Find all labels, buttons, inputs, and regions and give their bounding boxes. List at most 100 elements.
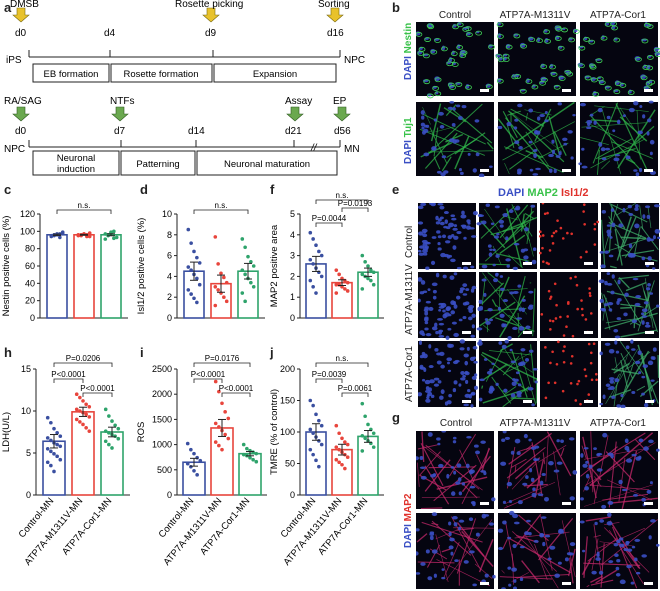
- data-point: [213, 285, 218, 289]
- data-point: [334, 457, 339, 462]
- stage-label: Patterning: [136, 159, 179, 170]
- tick-label: 0: [167, 313, 172, 323]
- significance-label: P=0.0044: [312, 214, 347, 223]
- chart-h: 051015LDH(U/L)Control-MNATP7A-M1311V-MNA…: [1, 354, 130, 568]
- data-point: [112, 229, 116, 234]
- panel-label-a: a: [4, 0, 12, 15]
- data-point: [78, 395, 82, 400]
- data-point: [45, 447, 50, 451]
- data-point: [213, 440, 218, 444]
- data-point: [308, 427, 313, 432]
- micrograph-tile: [416, 431, 496, 510]
- tick-label: 200: [280, 364, 295, 374]
- data-point: [224, 280, 229, 285]
- data-point: [49, 420, 53, 425]
- tick-label: 5: [26, 448, 31, 458]
- tick-label: 4: [167, 271, 172, 281]
- start-cell-label: iPS: [6, 55, 22, 66]
- end-cell-label: MN: [344, 144, 360, 155]
- data-point: [360, 401, 365, 406]
- data-point: [186, 288, 191, 292]
- tick-label: 50: [285, 459, 295, 469]
- data-point: [186, 265, 191, 269]
- micrograph-tile: [599, 339, 660, 408]
- data-point: [60, 230, 65, 234]
- data-point: [213, 235, 218, 239]
- axis-label: LDH(U/L): [1, 412, 12, 452]
- micrograph-tile: [416, 100, 494, 177]
- data-point: [49, 463, 53, 468]
- significance-label: P=0.0193: [338, 199, 373, 208]
- significance-label: P=0.0176: [205, 354, 240, 363]
- column-label: ATP7A-Cor1: [590, 418, 646, 429]
- panel-label-b: b: [392, 0, 400, 15]
- data-point: [311, 237, 315, 241]
- significance-label: P<0.0001: [80, 384, 115, 393]
- tick-label: 4: [290, 230, 295, 240]
- micrograph-tile: [579, 512, 660, 589]
- stage-label: Neuronal induction: [57, 153, 96, 175]
- micrograph-tile: [577, 22, 660, 97]
- data-point: [308, 230, 313, 235]
- micrograph-tile: [416, 22, 495, 99]
- data-point: [84, 412, 88, 417]
- data-point: [195, 455, 199, 460]
- tick-label: 10: [162, 209, 172, 219]
- data-point: [240, 237, 245, 241]
- data-point: [246, 254, 250, 259]
- data-point: [223, 432, 227, 437]
- data-point: [198, 458, 203, 463]
- tick-label: 0: [167, 490, 172, 500]
- axis-label: MAP2 positive area: [269, 224, 280, 307]
- data-point: [308, 447, 313, 452]
- micrograph-tile: [538, 203, 600, 269]
- tick-label: 2: [167, 292, 172, 302]
- tick-label: 2: [290, 271, 295, 281]
- bar: [46, 233, 68, 319]
- day-label: d0: [15, 126, 27, 137]
- green-arrow-icon: [333, 106, 351, 122]
- category-label: ATP7A-Cor1-MN: [198, 496, 252, 558]
- significance-label: n.s.: [215, 201, 228, 210]
- data-point: [112, 236, 116, 241]
- row-label-tuj1: DAPI Tuj1: [403, 117, 414, 164]
- data-point: [243, 272, 247, 277]
- data-point: [192, 296, 196, 301]
- chart-d: 0 2 4 6 8 10 Isl1/2 positive cells (%) n.s.: [136, 201, 265, 323]
- panel-label-g: g: [392, 410, 400, 425]
- data-point: [226, 436, 231, 441]
- micrograph-grid-g: [416, 431, 660, 589]
- data-point: [87, 415, 92, 419]
- tick-label: 2000: [152, 389, 172, 399]
- row-label-nestin: DAPI Nestin: [403, 22, 414, 80]
- data-point: [87, 234, 92, 239]
- column-label: ATP7A-M1311V: [499, 418, 571, 429]
- data-point: [345, 455, 350, 459]
- data-point: [369, 278, 373, 283]
- stage-label: Neuronal maturation: [224, 159, 310, 170]
- data-point: [78, 409, 82, 413]
- day-label: d14: [188, 126, 205, 137]
- tick-label: 60: [25, 261, 35, 271]
- axis-label: Nestin positive cells (%): [1, 216, 12, 317]
- data-point: [334, 268, 339, 272]
- data-point: [87, 405, 92, 409]
- data-point: [107, 442, 111, 447]
- day-label: d7: [114, 126, 126, 137]
- micrograph-tile: [498, 431, 578, 509]
- data-point: [103, 232, 108, 236]
- data-point: [114, 235, 119, 240]
- day-label: d0: [15, 28, 27, 39]
- micrograph-tile: [497, 101, 576, 176]
- data-point: [360, 433, 365, 438]
- tick-label: 100: [280, 427, 295, 437]
- micrograph-tile: [476, 203, 538, 271]
- data-point: [195, 300, 199, 305]
- data-point: [360, 287, 365, 291]
- green-arrow-icon: [12, 106, 30, 122]
- data-point: [314, 291, 318, 295]
- tick-label: 150: [280, 396, 295, 406]
- data-point: [363, 260, 367, 264]
- data-point: [84, 402, 88, 407]
- data-point: [366, 276, 370, 281]
